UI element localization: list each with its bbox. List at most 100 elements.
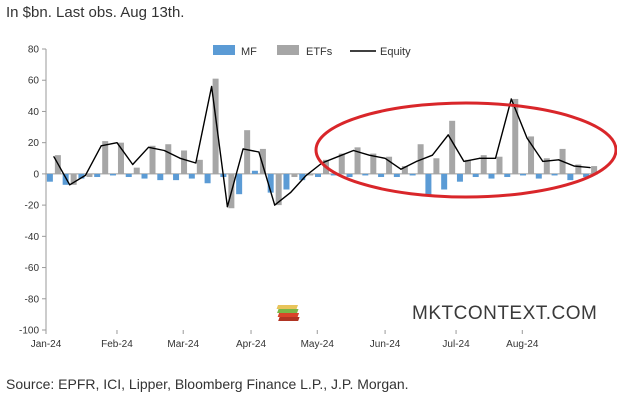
mf-bar bbox=[441, 173, 448, 190]
equity-point bbox=[116, 142, 118, 144]
equity-point bbox=[542, 160, 544, 162]
etfs-bar bbox=[575, 164, 582, 174]
equity-point bbox=[352, 149, 355, 152]
etfs-bar bbox=[212, 78, 219, 174]
etfs-bar bbox=[338, 153, 345, 174]
x-tick-label: Apr-24 bbox=[236, 339, 266, 350]
equity-point bbox=[368, 154, 370, 156]
legend-swatch-etfs bbox=[277, 45, 299, 55]
equity-point bbox=[479, 157, 481, 159]
etfs-bar bbox=[259, 148, 266, 174]
equity-point bbox=[526, 137, 528, 139]
mf-bar bbox=[346, 173, 353, 178]
y-tick-label: -20 bbox=[25, 201, 40, 212]
mf-bar bbox=[188, 173, 195, 179]
etfs-bars bbox=[54, 78, 598, 209]
etfs-bar bbox=[591, 166, 598, 174]
equity-point bbox=[53, 156, 55, 158]
mf-bar bbox=[378, 173, 385, 178]
watermark: MKTCONTEXT.COM bbox=[276, 303, 597, 324]
etfs-bar bbox=[165, 144, 172, 174]
etfs-bar bbox=[86, 173, 93, 178]
equity-point bbox=[431, 154, 433, 156]
equity-point bbox=[289, 192, 292, 194]
legend-label-etfs: ETFs bbox=[306, 46, 333, 58]
x-tick-label: Aug-24 bbox=[506, 339, 539, 350]
etfs-bar bbox=[496, 156, 503, 174]
x-tick-label: Jun-24 bbox=[370, 339, 401, 350]
etfs-bar bbox=[512, 98, 519, 174]
mf-bar bbox=[204, 173, 211, 184]
etfs-bar bbox=[543, 158, 550, 174]
etfs-bar bbox=[244, 130, 251, 174]
mf-bar bbox=[551, 173, 558, 176]
etfs-bar bbox=[275, 173, 282, 206]
equity-point bbox=[416, 160, 418, 162]
mf-bar bbox=[251, 170, 258, 174]
legend-label-mf: MF bbox=[241, 46, 257, 58]
x-tick-label: Jan-24 bbox=[31, 339, 62, 350]
equity-point bbox=[100, 145, 102, 147]
watermark-logo-icon bbox=[276, 305, 300, 321]
mf-bar bbox=[78, 173, 85, 179]
mf-bar bbox=[409, 173, 416, 176]
mf-bar bbox=[299, 173, 306, 181]
equity-point bbox=[211, 85, 213, 88]
etfs-bar bbox=[70, 173, 77, 185]
etfs-bar bbox=[181, 150, 188, 174]
mf-bar bbox=[567, 173, 574, 181]
etfs-bar bbox=[401, 166, 408, 174]
etfs-bar bbox=[433, 158, 440, 174]
etfs-bar bbox=[528, 136, 535, 174]
etfs-bar bbox=[133, 167, 140, 174]
equity-point bbox=[494, 157, 497, 159]
mf-bars bbox=[46, 170, 590, 196]
x-tick-label: May-24 bbox=[301, 339, 335, 350]
y-tick-label: -100 bbox=[19, 326, 39, 337]
etfs-bar bbox=[354, 147, 361, 174]
etfs-bar bbox=[417, 144, 424, 174]
equity-point bbox=[163, 149, 165, 152]
etfs-bar bbox=[480, 155, 487, 174]
mf-bar bbox=[330, 173, 337, 176]
equity-point bbox=[69, 184, 71, 186]
y-axis: 80 60 40 20 0 -20 -40 -60 -80 -100 bbox=[19, 45, 47, 337]
x-tick-label: Feb-24 bbox=[101, 339, 133, 350]
mf-bar bbox=[141, 173, 148, 179]
mf-bar bbox=[109, 173, 116, 176]
equity-point bbox=[274, 204, 276, 206]
y-tick-label: -40 bbox=[25, 232, 40, 243]
equity-point bbox=[557, 159, 560, 161]
mf-bar bbox=[504, 173, 511, 178]
mf-bar bbox=[283, 173, 290, 190]
equity-point bbox=[384, 157, 386, 159]
etfs-bar bbox=[307, 173, 314, 176]
equity-point bbox=[242, 148, 244, 150]
y-tick-label: 80 bbox=[28, 45, 40, 56]
etfs-bar bbox=[117, 142, 124, 174]
etfs-bar bbox=[196, 159, 203, 174]
y-tick-label: -80 bbox=[25, 294, 40, 305]
equity-point bbox=[258, 151, 260, 153]
mf-bar bbox=[94, 173, 101, 178]
etfs-bar bbox=[386, 156, 393, 174]
equity-point bbox=[226, 206, 228, 208]
equity-point bbox=[510, 98, 512, 100]
mf-bar bbox=[236, 173, 243, 195]
mf-bar bbox=[520, 173, 527, 176]
mf-bar bbox=[456, 173, 463, 182]
etfs-bar bbox=[291, 173, 298, 178]
mf-bar bbox=[267, 173, 274, 193]
equity-point bbox=[463, 160, 465, 162]
mf-bar bbox=[362, 173, 369, 176]
etfs-bar bbox=[464, 159, 471, 174]
y-tick-label: 40 bbox=[28, 107, 40, 118]
source-note: Source: EPFR, ICI, Lipper, Bloomberg Fin… bbox=[6, 376, 409, 392]
mf-bar bbox=[157, 173, 164, 181]
x-tick-label: Mar-24 bbox=[167, 339, 199, 350]
equity-point bbox=[195, 162, 197, 164]
equity-point bbox=[337, 156, 339, 158]
chart-subtitle: In $bn. Last obs. Aug 13th. bbox=[6, 4, 185, 21]
y-tick-label: 60 bbox=[28, 76, 40, 87]
